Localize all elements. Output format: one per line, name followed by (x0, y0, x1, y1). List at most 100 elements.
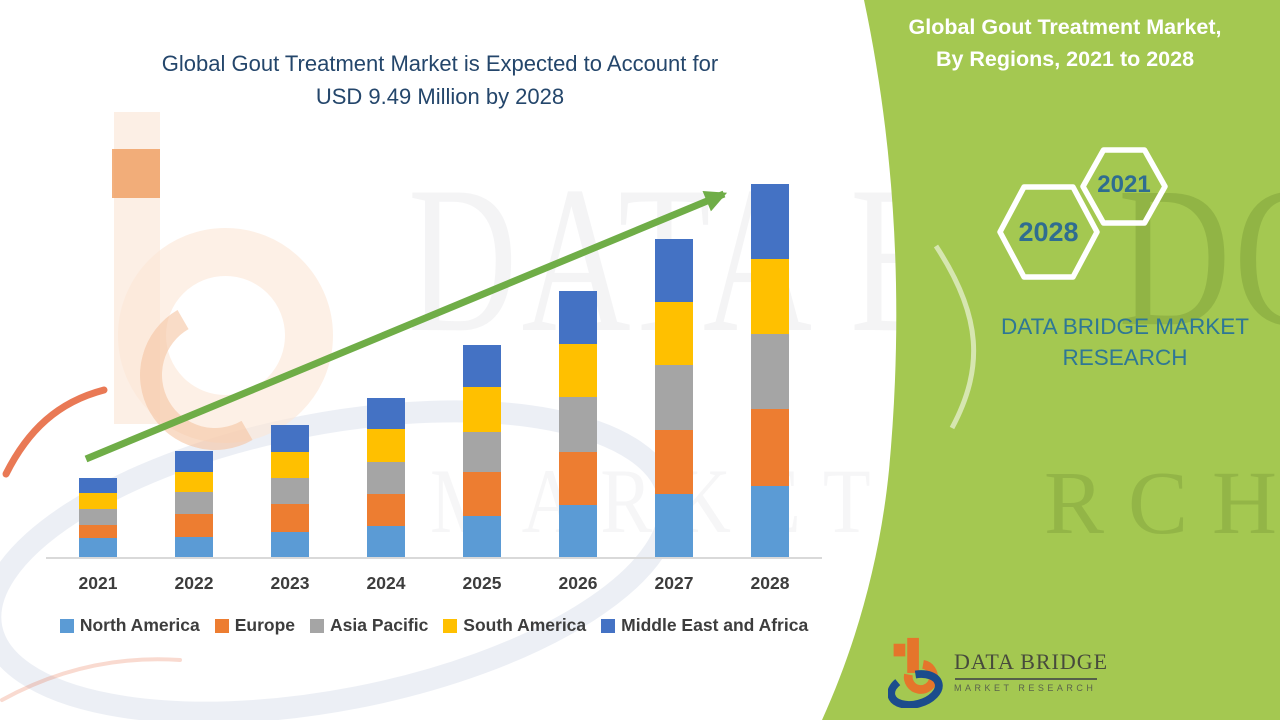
x-axis-label-2022: 2022 (174, 573, 214, 593)
legend-label-middle-east-and-africa: Middle East and Africa (621, 615, 809, 635)
legend-item-north-america: North America (59, 615, 200, 636)
panel-heading: Global Gout Treatment Market, By Regions… (885, 11, 1245, 75)
legend-item-europe: Europe (214, 615, 296, 636)
legend-swatch-asia-pacific (310, 618, 325, 633)
bar-2026-segment-north-america (559, 504, 597, 558)
bar-2021-segment-asia-pacific (79, 508, 117, 525)
legend-swatch-south-america (443, 618, 458, 633)
bar-2026-segment-south-america (559, 344, 597, 397)
bar-2028-segment-north-america (751, 485, 789, 558)
legend-item-asia-pacific: Asia Pacific (310, 615, 428, 636)
hexagon-2021-outline (1080, 147, 1168, 226)
bar-2025-segment-north-america (463, 515, 501, 558)
bar-2027-segment-south-america (655, 301, 693, 366)
x-axis-label-2026: 2026 (558, 573, 598, 593)
bar-2023-segment-north-america (271, 532, 309, 558)
bar-2025-segment-asia-pacific (463, 431, 501, 472)
hexagon-2028-label: 2028 (1018, 217, 1079, 247)
x-axis-label-2021: 2021 (78, 573, 118, 593)
panel-brand-line2: RESEARCH (1062, 345, 1188, 370)
bar-2023-segment-south-america (271, 452, 309, 478)
bar-2024-segment-asia-pacific (367, 462, 405, 495)
x-axis-label-2028: 2028 (750, 573, 790, 593)
bar-2024-segment-south-america (367, 429, 405, 463)
panel-brand-line1: DATA BRIDGE MARKET (1001, 314, 1249, 339)
bar-2023-segment-asia-pacific (271, 478, 309, 504)
bar-2028-segment-asia-pacific (751, 333, 789, 409)
logo-tagline: MARKET RESEARCH (954, 683, 1097, 693)
bar-2026-segment-asia-pacific (559, 396, 597, 452)
bar-2024-segment-middle-east-and-africa (367, 398, 405, 430)
bar-2022-segment-north-america (175, 537, 213, 558)
x-axis-label-2025: 2025 (462, 573, 502, 593)
legend-label-asia-pacific: Asia Pacific (330, 615, 429, 635)
x-axis-label-2023: 2023 (270, 573, 310, 593)
bar-2021-segment-north-america (79, 537, 117, 558)
watermark-text-main-on-panel: DGE (1118, 147, 1280, 368)
logo-brand-name: DATA BRIDGE (954, 649, 1109, 674)
databridge-logo-icon (888, 637, 943, 708)
bar-2028-segment-europe (751, 408, 789, 486)
bar-2023 (271, 425, 309, 558)
bar-2021-segment-middle-east-and-africa (79, 478, 117, 493)
legend-label-europe: Europe (234, 615, 296, 635)
bar-2021-segment-europe (79, 524, 117, 538)
bar-2024 (367, 398, 405, 558)
page-title: Global Gout Treatment Market is Expected… (60, 47, 820, 113)
panel-heading-line2: By Regions, 2021 to 2028 (935, 47, 1195, 71)
logo-b-stem (907, 637, 919, 673)
bar-2021-segment-south-america (79, 492, 117, 509)
bar-2024-segment-north-america (367, 526, 405, 558)
bar-2024-segment-europe (367, 494, 405, 527)
bar-2021 (79, 478, 117, 558)
bar-2027-segment-north-america (655, 494, 693, 558)
bar-2023-segment-europe (271, 504, 309, 532)
legend-swatch-north-america (59, 618, 74, 633)
legend-label-north-america: North America (79, 615, 200, 635)
bar-2022-segment-asia-pacific (175, 492, 213, 515)
panel-heading-line1: Global Gout Treatment Market, (908, 15, 1222, 39)
x-axis-label-2024: 2024 (366, 573, 406, 593)
databridge-logo: DATA BRIDGE MARKET RESEARCH (888, 634, 1108, 708)
logo-underline (955, 678, 1097, 680)
watermark-text-sub-on-panel: RCH (1044, 454, 1280, 553)
side-panel-shape (822, 0, 1280, 720)
legend-item-south-america: South America (443, 615, 586, 636)
bar-2028-segment-middle-east-and-africa (751, 184, 789, 259)
watermark-red-swoosh-bottom (0, 657, 182, 702)
hexagon-2021-label: 2021 (1097, 171, 1151, 198)
page-title-line1: Global Gout Treatment Market is Expected… (161, 51, 719, 76)
legend-item-middle-east-and-africa: Middle East and Africa (601, 615, 808, 636)
page-title-line2: USD 9.49 Million by 2028 (315, 84, 565, 109)
bar-2028-segment-south-america (751, 258, 789, 334)
bar-2025 (463, 344, 501, 558)
legend-swatch-middle-east-and-africa (601, 618, 616, 633)
bar-2026-segment-middle-east-and-africa (559, 291, 597, 345)
chart-legend: North America Europe Asia Pacific South Ame… (40, 615, 828, 636)
logo-b-block (893, 643, 906, 657)
x-axis-label-2027: 2027 (654, 573, 694, 593)
bar-2027 (655, 238, 693, 558)
hexagon-2028-outline (997, 184, 1100, 280)
bar-2022-segment-south-america (175, 472, 213, 493)
bar-2026-segment-europe (559, 451, 597, 505)
bar-2025-segment-south-america (463, 387, 501, 432)
bar-2025-segment-europe (463, 471, 501, 516)
watermark-b-block (112, 149, 160, 198)
panel-brand-text: DATA BRIDGE MARKET RESEARCH (980, 311, 1270, 373)
x-axis-line (46, 557, 822, 559)
bar-2026 (559, 291, 597, 558)
bar-2025-segment-middle-east-and-africa (463, 344, 501, 388)
legend-swatch-europe (214, 618, 229, 633)
bar-2027-segment-asia-pacific (655, 365, 693, 431)
bar-2027-segment-europe (655, 430, 693, 495)
bar-2028 (751, 184, 789, 558)
panel-white-arc (933, 244, 977, 430)
bar-2022-segment-europe (175, 514, 213, 538)
bar-2027-segment-middle-east-and-africa (655, 238, 693, 302)
logo-blue-swoosh (888, 670, 943, 708)
bar-2022 (175, 451, 213, 558)
